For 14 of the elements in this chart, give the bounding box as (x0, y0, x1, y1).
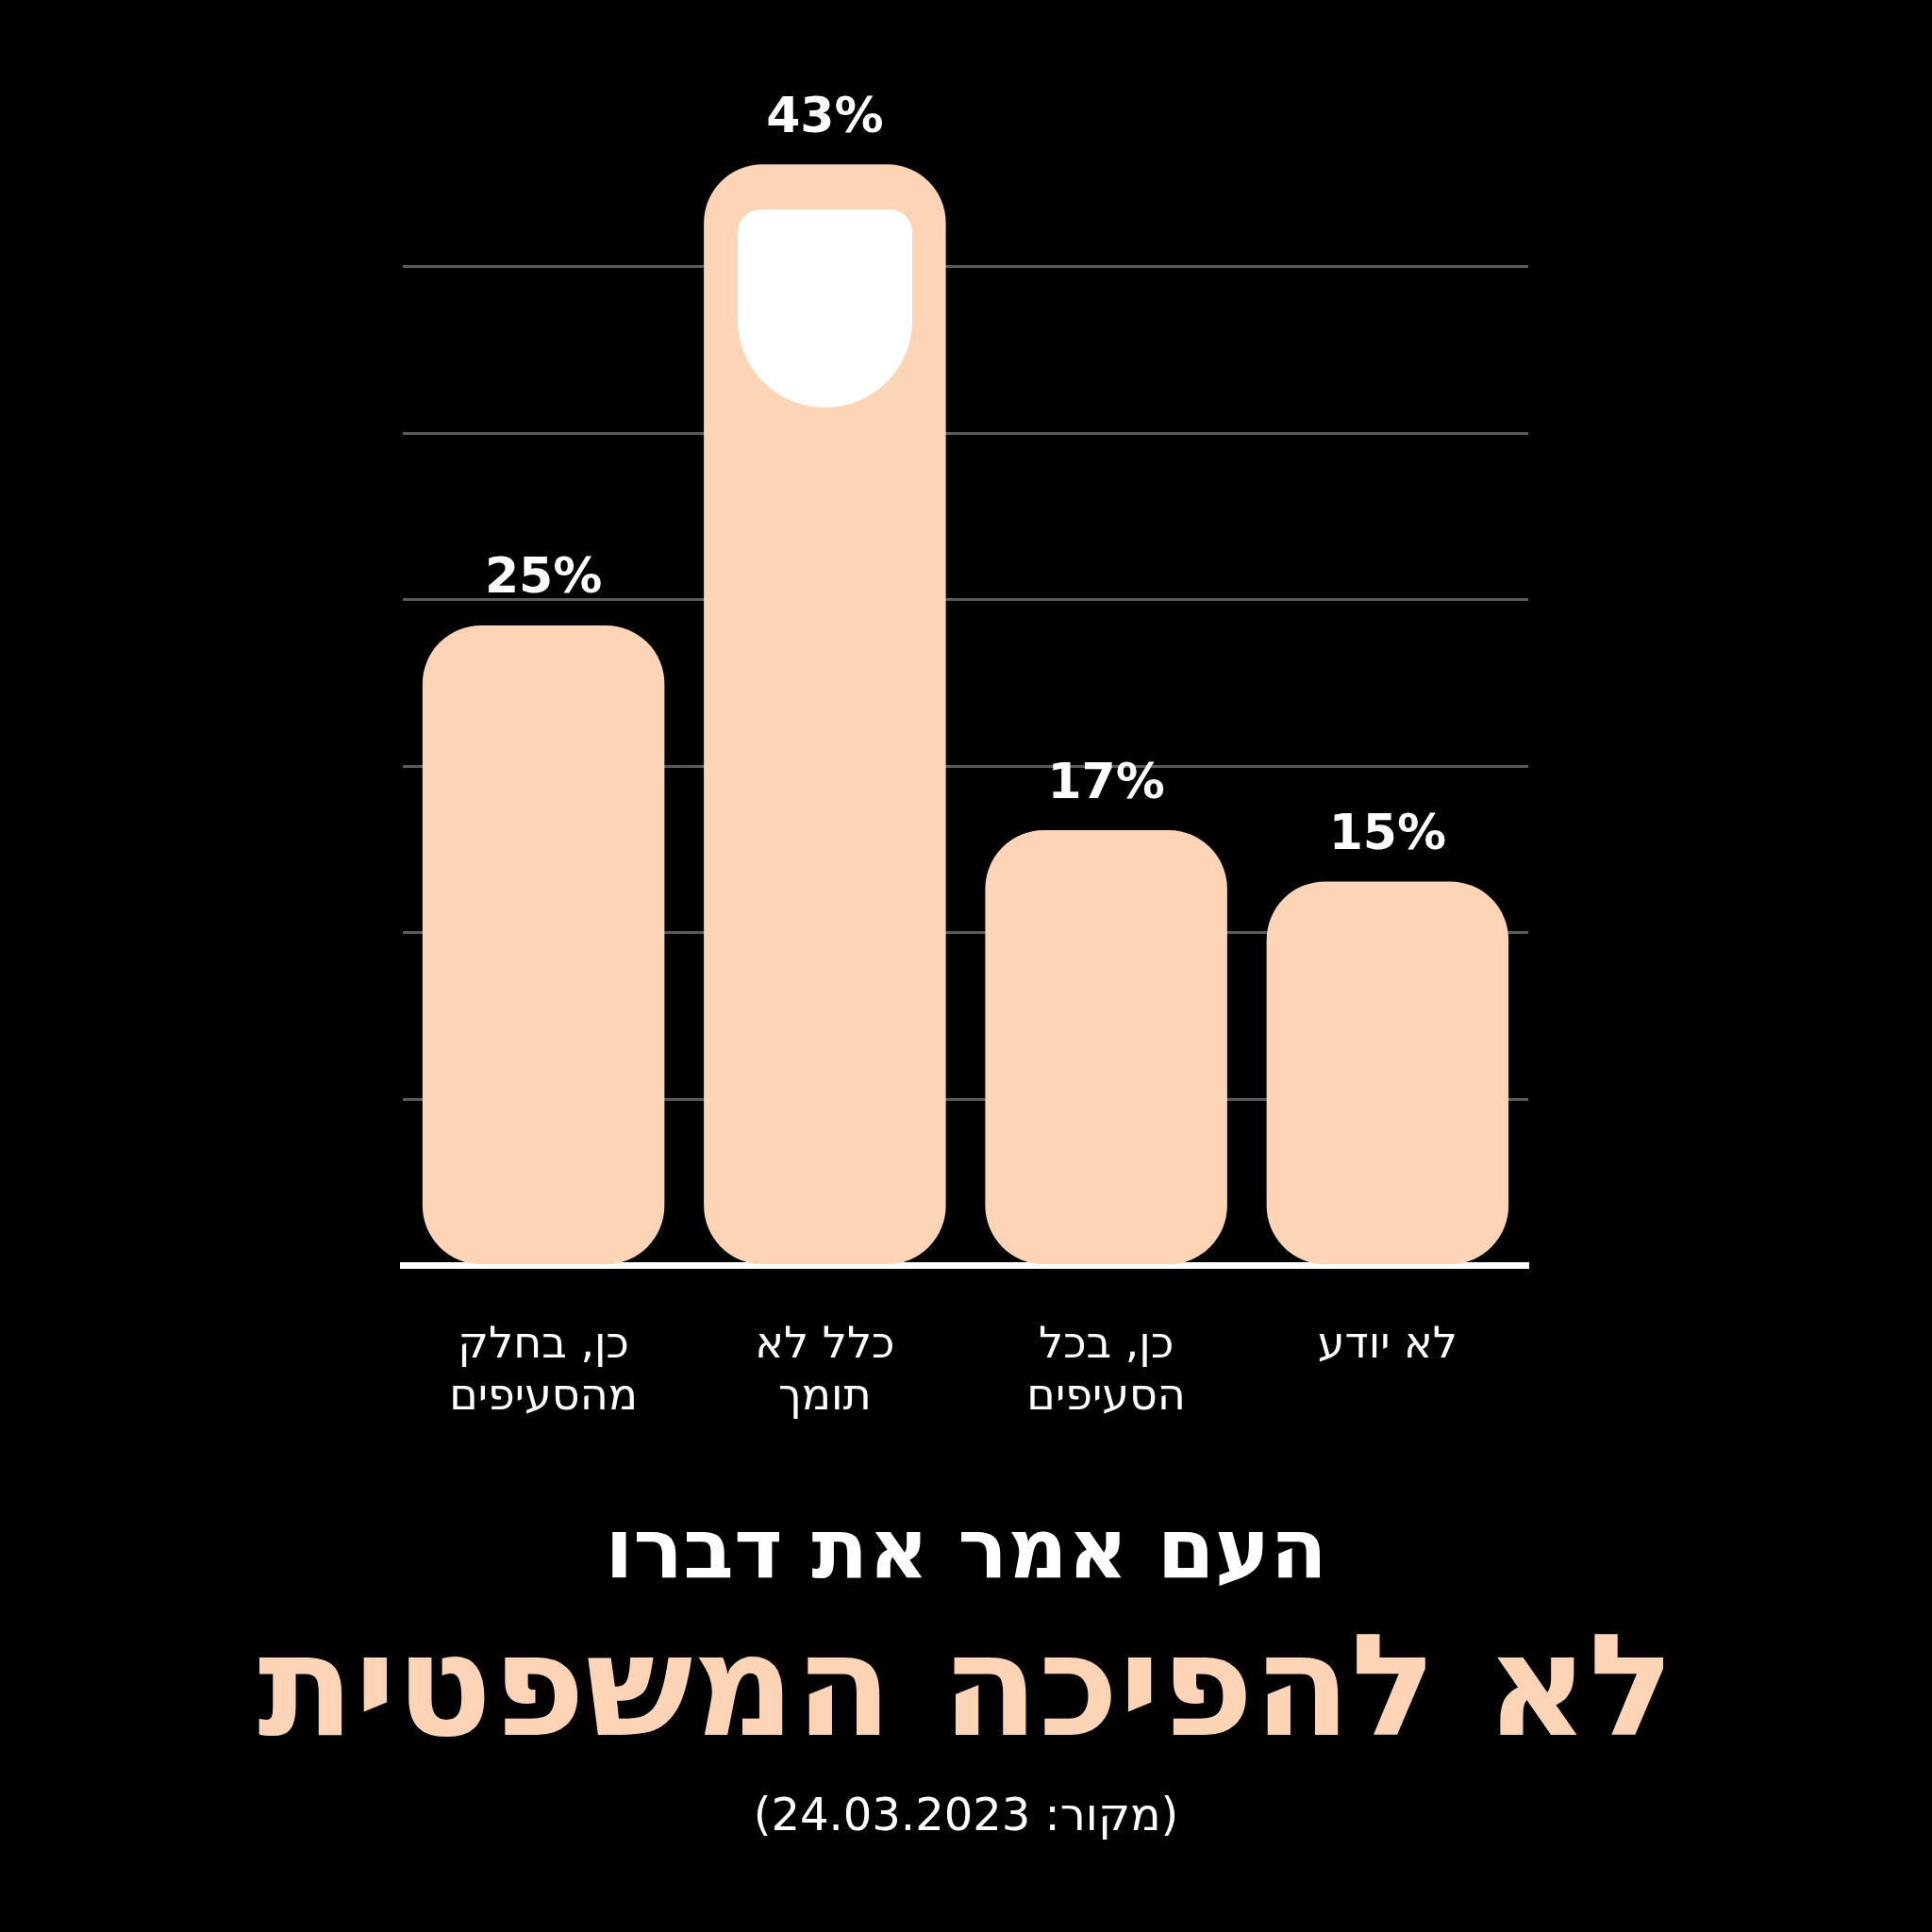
data-label: 43% (766, 86, 884, 143)
text: לא להפיכה המשפטית (257, 1604, 1675, 1768)
text: (מקור: 24.03.2023) (752, 1788, 1180, 1840)
x-tick-label: כלל לא תומך (755, 1317, 895, 1421)
x-tick-label: כן, בחלק מהסעיפים (449, 1317, 639, 1421)
data-label: 17% (1047, 752, 1165, 809)
data-label: 15% (1328, 803, 1447, 860)
bar (985, 830, 1227, 1265)
bar (422, 625, 665, 1265)
text: העם אמר את דברו (604, 1500, 1328, 1597)
bar (1266, 881, 1509, 1265)
x-tick-label: לא יודע (1317, 1317, 1457, 1369)
data-label: 25% (484, 547, 603, 605)
x-tick-label: כן, בכל הסעיפים (1026, 1317, 1186, 1421)
